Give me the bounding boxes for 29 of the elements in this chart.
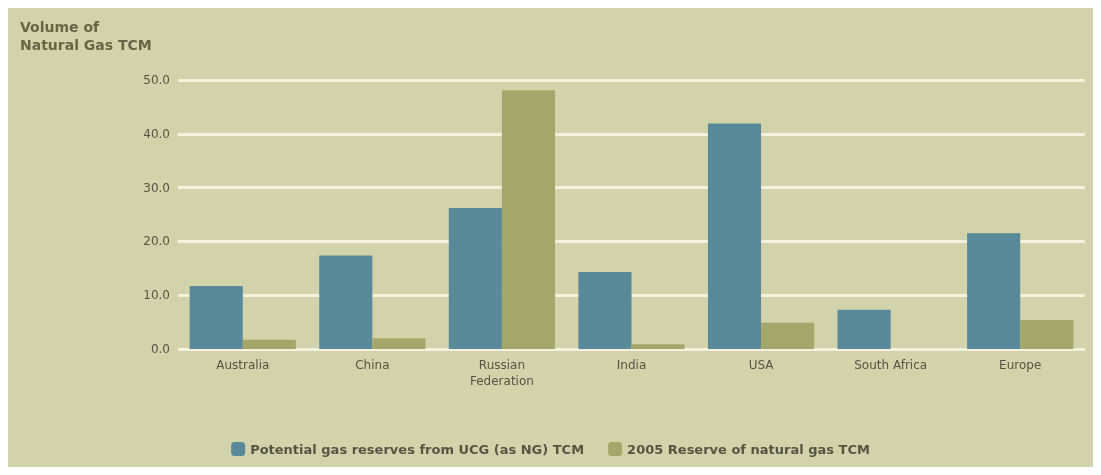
x-tick-label: India bbox=[616, 358, 647, 372]
bar bbox=[189, 286, 243, 349]
x-tick-label: Russian Federation bbox=[469, 358, 534, 388]
bar bbox=[631, 344, 685, 349]
y-axis-title: Volume of Natural Gas TCM bbox=[20, 19, 152, 53]
bar bbox=[319, 255, 373, 349]
x-tick-label: USA bbox=[748, 358, 775, 372]
legend-label: 2005 Reserve of natural gas TCM bbox=[627, 441, 870, 457]
bar bbox=[707, 123, 762, 349]
y-tick-label: 10.0 bbox=[143, 288, 170, 303]
bar bbox=[448, 208, 502, 349]
y-tick-label: 0.0 bbox=[150, 342, 170, 356]
x-tick-label: South Africa bbox=[854, 358, 928, 372]
x-tick-label: Europe bbox=[999, 358, 1042, 372]
bar bbox=[761, 322, 815, 349]
bar bbox=[578, 272, 632, 349]
y-tick-label: 30.0 bbox=[143, 180, 170, 195]
bar bbox=[372, 338, 426, 349]
y-tick-label: 20.0 bbox=[143, 234, 170, 249]
x-tick-label: China bbox=[355, 358, 390, 372]
y-tick-label: 40.0 bbox=[143, 126, 170, 141]
bar bbox=[1020, 319, 1074, 349]
legend-label: Potential gas reserves from UCG (as NG) TCM bbox=[250, 441, 585, 457]
x-tick-label: Australia bbox=[216, 358, 270, 372]
bar bbox=[837, 309, 891, 349]
bar bbox=[501, 90, 556, 349]
bar bbox=[242, 339, 296, 349]
y-tick-label: 50.0 bbox=[143, 73, 170, 87]
bar bbox=[967, 233, 1021, 349]
